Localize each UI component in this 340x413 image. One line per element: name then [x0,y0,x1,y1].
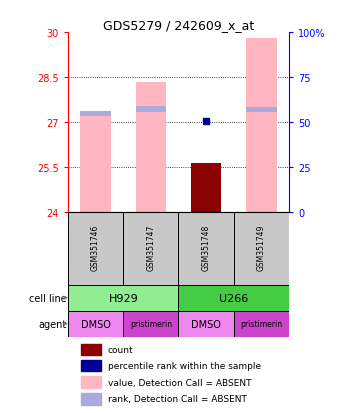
Text: count: count [108,345,133,354]
Text: pristimerin: pristimerin [130,319,172,328]
Bar [81,393,101,405]
Text: percentile rank within the sample: percentile rank within the sample [108,361,261,370]
Bar [68,213,123,285]
Text: agent: agent [39,319,67,329]
Bar [178,285,289,311]
Text: rank, Detection Call = ABSENT: rank, Detection Call = ABSENT [108,394,246,403]
Title: GDS5279 / 242609_x_at: GDS5279 / 242609_x_at [103,19,254,32]
Bar [234,311,289,337]
Bar [178,213,234,285]
Bar [136,83,166,213]
Bar [191,164,221,213]
Text: GSM351747: GSM351747 [147,224,155,271]
Text: value, Detection Call = ABSENT: value, Detection Call = ABSENT [108,378,251,387]
Text: H929: H929 [108,293,138,303]
Bar [81,360,101,371]
Text: pristimerin: pristimerin [240,319,283,328]
Bar [81,112,111,117]
Bar [246,107,276,112]
Bar [246,39,276,213]
Bar [123,311,178,337]
Bar [234,213,289,285]
Text: GSM351748: GSM351748 [202,224,210,271]
Text: DMSO: DMSO [191,319,221,329]
Text: DMSO: DMSO [81,319,110,329]
Bar [178,311,234,337]
Bar [81,344,101,356]
Bar [68,285,178,311]
Text: U266: U266 [219,293,249,303]
Text: GSM351749: GSM351749 [257,224,266,271]
Bar [81,117,111,213]
Text: cell line: cell line [29,293,67,303]
Bar [81,377,101,388]
Text: GSM351746: GSM351746 [91,224,100,271]
Bar [123,213,178,285]
Bar [136,107,166,112]
Bar [68,311,123,337]
